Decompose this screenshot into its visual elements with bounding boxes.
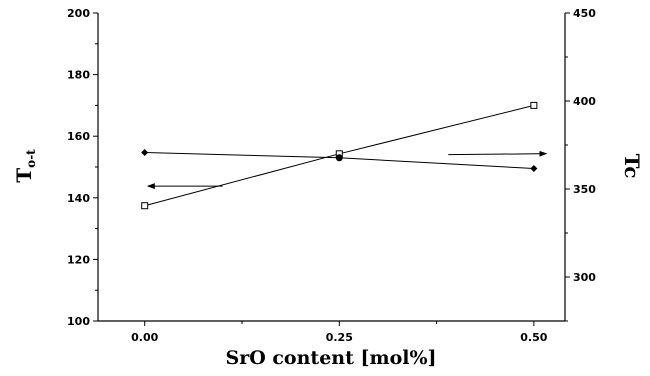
left-tick-label: 160 <box>67 130 90 143</box>
right-tick-label: 450 <box>573 7 596 20</box>
square-marker <box>530 101 538 109</box>
square-marker <box>141 202 149 210</box>
axis-arrows <box>146 150 548 190</box>
axes <box>97 13 566 322</box>
left-tick-label: 140 <box>67 192 90 205</box>
ticks: 100 120 140 160 180 200 300 350 400 450 0.00 0.25 0.… <box>67 7 596 344</box>
left-axis-title-sub: o-t <box>24 149 38 168</box>
x-tick-label: 0.00 <box>131 331 158 344</box>
diamond-marker <box>141 149 149 157</box>
crossing-marker <box>335 154 343 162</box>
x-tick-label: 0.25 <box>326 331 353 344</box>
x-tick-label: 0.50 <box>520 331 547 344</box>
x-axis-title: SrO content [mol%] <box>225 347 436 369</box>
right-axis-arrow <box>448 150 548 157</box>
right-tick-label: 300 <box>573 271 596 284</box>
left-axis-title: To-t <box>12 149 38 183</box>
right-tick-label: 350 <box>573 183 596 196</box>
left-tick-label: 100 <box>67 315 90 328</box>
right-tick-label: 400 <box>573 95 596 108</box>
left-tick-label: 200 <box>67 7 90 20</box>
right-axis-title: Tc <box>620 154 644 179</box>
left-tick-label: 120 <box>67 253 90 266</box>
series <box>141 101 538 210</box>
left-tick-label: 180 <box>67 69 90 82</box>
left-axis-title-main: T <box>12 168 36 183</box>
diamond-marker <box>530 165 538 173</box>
